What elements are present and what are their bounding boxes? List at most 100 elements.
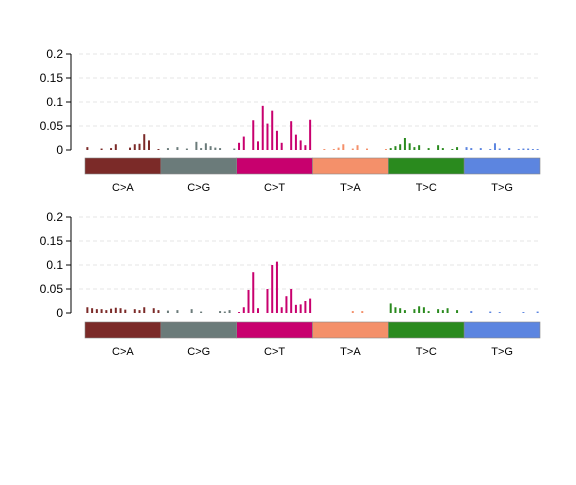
bar [389,303,392,313]
bar [242,136,245,150]
y-tick-label: 0 [56,143,63,157]
bar [100,148,103,150]
category-label: T>G [491,346,513,358]
bar [361,311,364,313]
category-label: T>C [416,182,437,194]
category-strip-segment [236,157,313,175]
bar [238,312,241,313]
bar [190,309,193,313]
bar [399,308,402,313]
bar [422,307,425,313]
bar [119,308,122,313]
bar [95,309,98,313]
bar [285,296,288,313]
bar [129,147,132,150]
bar [309,119,312,150]
bar [166,310,169,313]
bar [451,149,454,150]
bar [441,310,444,313]
category-strip-segment [84,157,162,175]
category-strip-segment [236,321,313,339]
bar [427,311,430,313]
bar [332,149,335,150]
bar [522,312,525,313]
bar [299,304,302,313]
bar [456,310,459,313]
bar [271,265,274,313]
bar [427,148,430,150]
bar [143,307,146,313]
bar [337,147,340,150]
bar [527,148,530,150]
category-label: T>A [340,346,361,358]
bar [280,142,283,150]
bar [166,148,169,150]
bar [256,141,259,150]
bar [200,311,203,313]
category-label: T>C [416,346,437,358]
bar [498,148,501,150]
bar [157,310,160,313]
bar [195,141,198,150]
category-label: C>T [264,346,285,358]
bar [252,272,255,313]
bar [152,308,155,313]
bar [446,308,449,313]
category-strip-segment [463,157,541,175]
y-tick-label: 0.05 [40,282,64,296]
bar [200,148,203,150]
bar [247,289,250,313]
bar [110,148,113,150]
bar [456,147,459,150]
bar [271,110,274,150]
bar [413,309,416,313]
bar [470,311,473,313]
bar [138,143,141,150]
bar [294,304,297,313]
bar [176,310,179,313]
category-label: C>G [187,182,210,194]
category-strip-segment [463,321,541,339]
bar [185,148,188,150]
bar [413,147,416,150]
bar [437,145,440,150]
bar [441,148,444,150]
bar [143,134,146,150]
bar [394,307,397,313]
bar [110,308,113,313]
category-label: C>T [264,182,285,194]
bar [275,130,278,150]
category-label: C>A [112,182,134,194]
category-strip-segment [388,321,465,339]
bar [522,148,525,150]
category-label: C>A [112,346,134,358]
category-strip-segment [312,321,389,339]
bar [418,145,421,150]
bar [418,306,421,313]
y-tick-label: 0.05 [40,119,64,133]
bar [280,307,283,313]
bar [323,149,326,150]
bar [489,149,492,150]
bar [214,147,217,150]
bar [399,144,402,150]
bar [86,147,89,150]
bar [304,301,307,313]
bar [536,311,539,313]
bar [124,309,127,313]
bar [384,149,387,150]
bar [223,311,226,313]
bar [261,105,264,150]
bar [356,145,359,150]
bar [256,308,259,313]
bar [133,309,136,313]
category-label: T>G [491,182,513,194]
bar [228,310,231,313]
bar [403,138,406,150]
bar [408,143,411,150]
bar [531,149,534,150]
bar [508,148,511,150]
y-tick-label: 0.1 [46,258,63,272]
bar [233,148,236,150]
